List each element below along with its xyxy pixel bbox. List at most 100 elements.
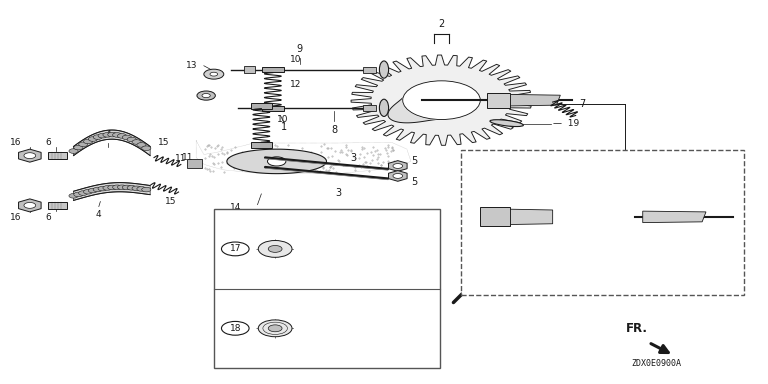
Polygon shape — [389, 161, 407, 171]
Bar — [48, 202, 68, 209]
Circle shape — [132, 186, 141, 190]
Text: 7: 7 — [580, 99, 586, 109]
Polygon shape — [480, 207, 511, 227]
Text: 5: 5 — [296, 222, 301, 230]
Polygon shape — [388, 82, 478, 123]
Circle shape — [122, 185, 131, 190]
Text: 13: 13 — [186, 61, 197, 70]
Circle shape — [268, 325, 282, 332]
Bar — [250, 142, 272, 148]
Circle shape — [103, 185, 112, 190]
Polygon shape — [526, 175, 694, 259]
Text: 4: 4 — [96, 210, 101, 219]
Circle shape — [84, 189, 93, 194]
Text: 19: 19 — [359, 301, 368, 310]
Circle shape — [137, 187, 146, 191]
Circle shape — [113, 133, 122, 137]
Text: 14: 14 — [230, 203, 242, 212]
Polygon shape — [351, 55, 532, 145]
Text: 100.4: 100.4 — [347, 356, 369, 365]
Circle shape — [24, 153, 35, 159]
Text: 16: 16 — [10, 214, 22, 222]
Circle shape — [204, 69, 223, 79]
Text: 12: 12 — [290, 80, 301, 89]
Circle shape — [574, 199, 646, 235]
Text: FR.: FR. — [626, 323, 648, 336]
Circle shape — [78, 191, 88, 195]
Text: 17: 17 — [303, 344, 313, 353]
Text: 10: 10 — [290, 56, 301, 65]
Text: 4.78: 4.78 — [286, 301, 303, 310]
Bar — [461, 150, 744, 295]
Text: 17: 17 — [230, 244, 241, 253]
Circle shape — [132, 140, 141, 144]
Polygon shape — [18, 199, 41, 212]
Text: 5: 5 — [411, 177, 417, 187]
Bar — [214, 209, 440, 368]
Circle shape — [108, 185, 117, 190]
Bar — [362, 66, 376, 73]
Text: 11: 11 — [174, 154, 186, 163]
Circle shape — [69, 194, 78, 198]
Circle shape — [103, 132, 112, 137]
Circle shape — [69, 149, 78, 153]
Polygon shape — [488, 93, 511, 108]
Polygon shape — [300, 321, 404, 335]
Polygon shape — [565, 201, 642, 238]
Text: 3: 3 — [335, 188, 341, 198]
Circle shape — [122, 135, 131, 140]
Text: 20: 20 — [382, 222, 391, 230]
Circle shape — [74, 192, 83, 197]
Circle shape — [127, 137, 137, 142]
Circle shape — [108, 132, 117, 137]
Circle shape — [258, 320, 292, 337]
Text: 81.4: 81.4 — [346, 278, 362, 287]
Bar — [244, 66, 255, 73]
Circle shape — [402, 81, 480, 119]
Ellipse shape — [490, 120, 523, 127]
Text: 6: 6 — [45, 138, 51, 147]
Circle shape — [267, 157, 286, 166]
Bar — [250, 103, 272, 109]
Circle shape — [137, 142, 146, 147]
Polygon shape — [295, 316, 300, 341]
Circle shape — [142, 146, 151, 151]
Polygon shape — [511, 209, 553, 225]
Circle shape — [202, 94, 210, 98]
Circle shape — [88, 137, 98, 141]
Text: 25: 25 — [398, 246, 406, 252]
Text: —  19: — 19 — [553, 119, 579, 128]
Polygon shape — [18, 149, 41, 162]
Text: 10: 10 — [276, 115, 288, 124]
Circle shape — [93, 135, 102, 139]
Circle shape — [118, 185, 127, 190]
Text: 1: 1 — [281, 122, 287, 132]
Circle shape — [221, 321, 249, 335]
Text: M8: M8 — [304, 222, 316, 230]
Circle shape — [118, 134, 127, 138]
Polygon shape — [74, 130, 151, 156]
Bar — [362, 105, 376, 111]
Circle shape — [221, 242, 249, 256]
Bar — [187, 159, 202, 168]
Polygon shape — [296, 236, 303, 262]
Bar — [262, 106, 283, 111]
Text: 4: 4 — [105, 130, 111, 139]
Circle shape — [268, 245, 282, 252]
Text: 15: 15 — [157, 138, 169, 147]
Circle shape — [113, 185, 122, 190]
Polygon shape — [227, 149, 326, 174]
Polygon shape — [643, 211, 706, 223]
Text: 25: 25 — [406, 325, 414, 331]
Circle shape — [93, 187, 102, 192]
Circle shape — [98, 133, 108, 138]
Text: 9: 9 — [296, 44, 303, 54]
Text: 11: 11 — [182, 153, 194, 162]
Circle shape — [197, 91, 215, 100]
Polygon shape — [389, 170, 407, 181]
Text: 16: 16 — [10, 138, 22, 147]
Text: 7: 7 — [698, 181, 704, 191]
Circle shape — [24, 202, 35, 208]
Polygon shape — [74, 183, 151, 200]
Ellipse shape — [379, 99, 389, 116]
